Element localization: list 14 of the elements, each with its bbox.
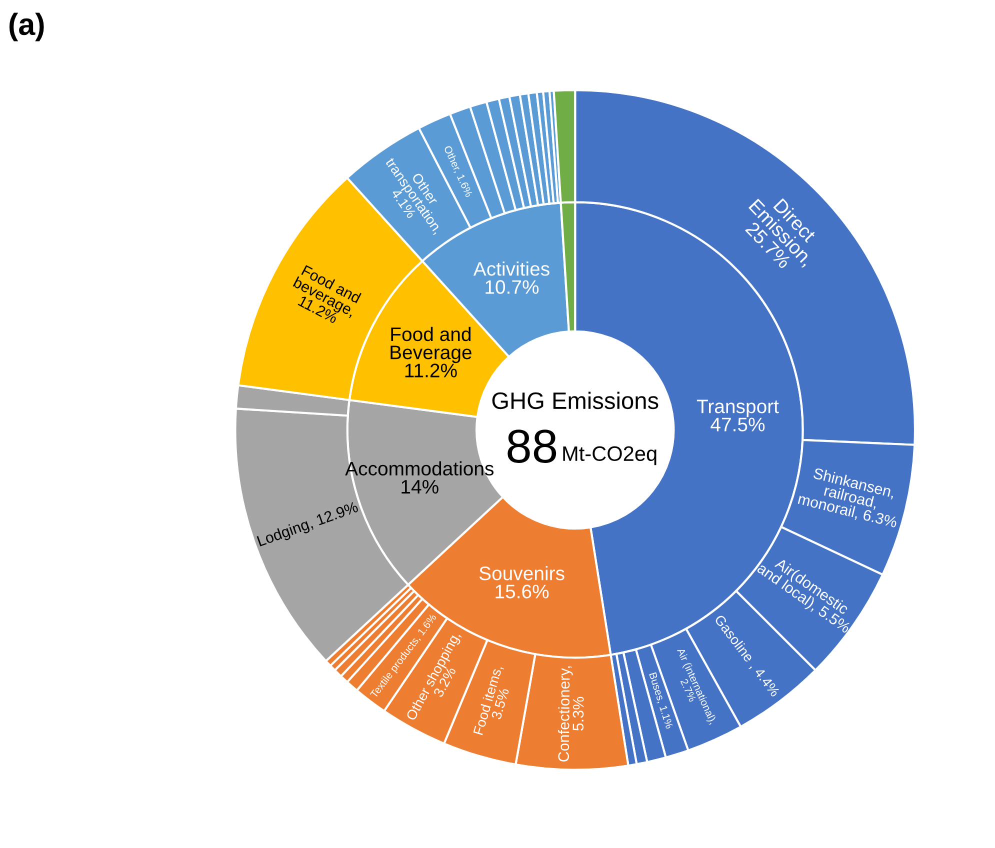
data-label: Transport 47.5% [696, 400, 779, 432]
data-label: Accommodations 14% [345, 461, 494, 494]
data-label: Food and Beverage 11.2% [390, 326, 472, 378]
data-label: Confectionery, 5.3% [558, 666, 584, 762]
data-label: Other, 1.6% [442, 145, 474, 198]
text: GHG Emissions [492, 392, 658, 410]
text: 88 [508, 430, 556, 464]
data-label: Activities 10.7% [473, 261, 550, 294]
text: (a) [9, 12, 44, 42]
data-label: Food items, 3.5% [472, 664, 510, 736]
data-label: Buses, 1.1% [648, 672, 674, 730]
text: Mt-CO2eq [563, 446, 656, 466]
data-label: Souvenirs 15.6% [479, 566, 564, 598]
data-label: Lodging, 12.9% [256, 500, 360, 550]
